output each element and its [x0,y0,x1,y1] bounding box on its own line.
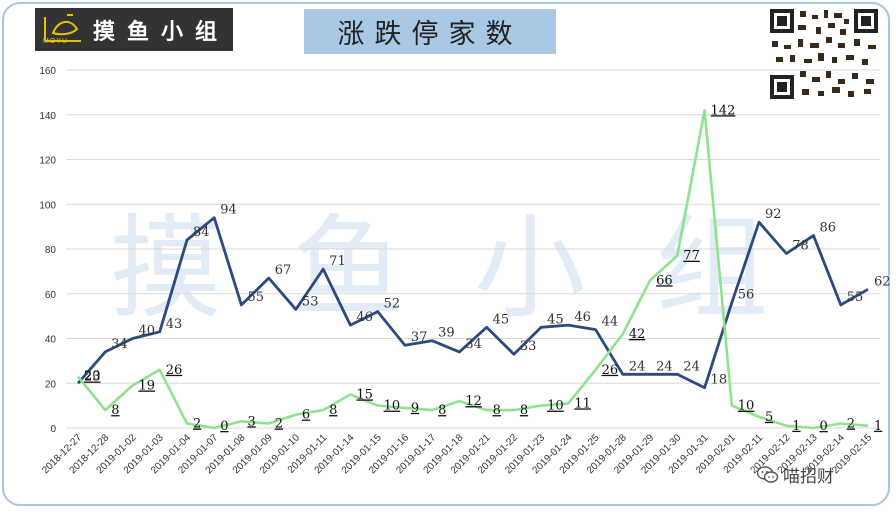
y-tick-label: 120 [39,156,56,167]
data-label: 52 [384,297,401,312]
data-label: 8 [329,403,337,418]
data-label: 5 [765,410,773,425]
data-label: 2 [275,417,283,432]
data-label: 11 [574,396,591,411]
wechat-icon [757,465,779,483]
data-label: 78 [792,238,809,253]
data-label: 24 [656,359,673,374]
data-label: 66 [656,273,673,288]
chart-title: 涨跌停家数 [337,19,523,50]
data-label: 0 [820,419,828,434]
footer-brand: 喵招财 [757,462,834,487]
data-label: 44 [602,315,619,330]
data-label: 10 [384,399,401,414]
data-label: 45 [547,312,564,327]
data-label: 1 [874,419,882,434]
y-tick-label: 60 [45,290,57,301]
data-label: 39 [438,326,455,341]
data-label: 26 [166,363,183,378]
y-tick-label: 160 [39,66,56,77]
data-label: 62 [874,274,891,289]
data-label: 92 [765,207,782,222]
data-label: 40 [138,324,155,339]
title-banner: 涨跌停家数 [304,9,556,54]
logo-text: 摸鱼小组 [93,20,230,45]
data-label: 26 [602,363,619,378]
data-label: 1 [792,419,800,434]
data-label: 56 [738,288,755,303]
logo-subtext: MOYU [43,38,68,45]
data-label: 8 [111,403,119,418]
data-label: 34 [465,337,482,352]
data-label: 86 [820,221,837,236]
data-label: 42 [629,327,646,342]
data-label: 2 [193,417,201,432]
qr-code-icon [768,7,880,101]
data-label: 15 [356,387,373,402]
data-label: 34 [111,337,128,352]
data-label: 20 [84,368,101,383]
fish-logo-icon [44,14,81,42]
brand-logo: MOYU 摸鱼小组 [35,8,233,51]
data-label: 67 [275,263,292,278]
data-label: 45 [493,312,510,327]
y-tick-label: 20 [45,379,57,390]
data-label: 6 [302,408,310,423]
y-tick-label: 40 [45,335,57,346]
y-tick-label: 80 [45,245,57,256]
data-label: 23 [84,370,101,385]
data-label: 2 [847,417,855,432]
data-label: 77 [683,249,700,264]
data-label: 8 [438,403,446,418]
footer-brand-text: 喵招财 [783,467,834,487]
data-label: 18 [711,373,728,388]
data-label: 3 [247,414,255,429]
watermark: 摸鱼小组 [110,204,838,334]
data-label: 24 [629,359,646,374]
data-label: 8 [520,403,528,418]
data-label: 12 [465,394,482,409]
data-label: 9 [411,401,419,416]
data-label: 55 [247,290,264,305]
data-label: 37 [411,330,428,345]
data-label: 10 [547,399,564,414]
chart-frame [2,2,890,506]
data-label: 84 [193,225,210,240]
data-label: 46 [574,310,591,325]
data-label: 24 [683,359,700,374]
series-line-up [76,216,869,390]
data-label: 53 [302,294,319,309]
y-tick-label: 0 [50,424,56,435]
y-tick-label: 140 [39,111,56,122]
y-tick-label: 100 [39,200,56,211]
data-label: 10 [738,399,755,414]
data-label: 19 [138,378,155,393]
data-label: 43 [166,317,183,332]
data-label: 8 [493,403,501,418]
series-line-down [76,109,869,430]
data-label: 0 [220,419,228,434]
data-label: 94 [220,203,237,218]
data-label: 46 [356,310,373,325]
data-label: 71 [329,254,346,269]
data-label: 33 [520,339,537,354]
data-label: 55 [847,290,864,305]
data-label: 142 [711,103,736,118]
